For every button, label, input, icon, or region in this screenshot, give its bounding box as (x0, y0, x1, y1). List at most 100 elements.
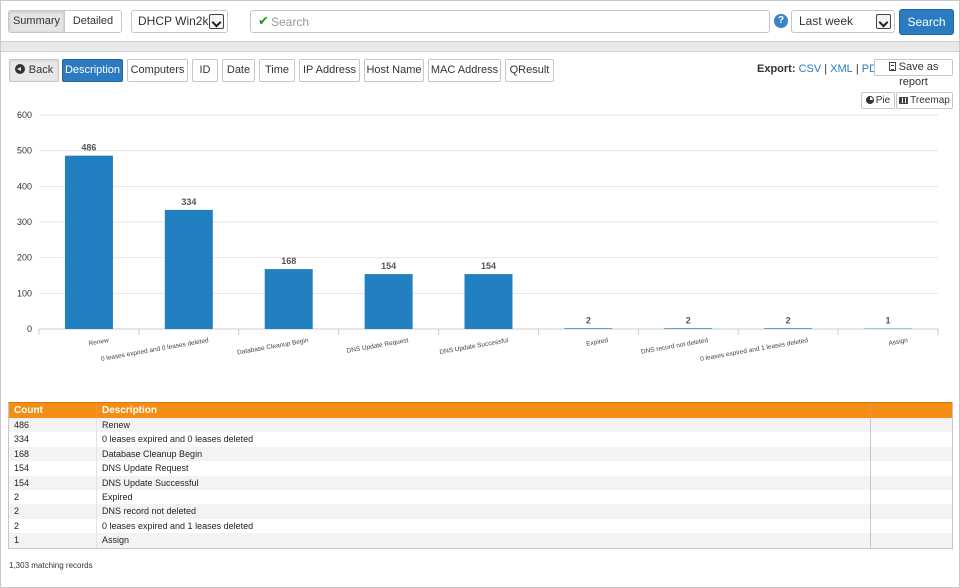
tab-time[interactable]: Time (259, 59, 295, 82)
y-tick-label: 200 (17, 253, 32, 263)
data-label: 2 (686, 315, 691, 325)
table-row[interactable]: 1 Assign (9, 533, 952, 548)
bar (564, 328, 613, 329)
cell-count: 486 (14, 420, 30, 430)
bar (264, 269, 313, 329)
x-tick-label: DNS record not deleted (641, 337, 709, 356)
detailed-button[interactable]: Detailed (64, 10, 122, 33)
table-row[interactable]: 2 Expired (9, 489, 952, 505)
bar (464, 274, 513, 329)
y-tick-label: 300 (17, 217, 32, 227)
cell-description: Assign (96, 533, 870, 548)
treemap-icon (899, 97, 909, 104)
divider-strip (1, 42, 959, 52)
cell-description: Expired (96, 489, 870, 505)
cell-description: DNS record not deleted (96, 504, 870, 519)
treemap-view-button[interactable]: Treemap (896, 92, 953, 109)
x-tick-label: Assign (888, 337, 909, 347)
column-divider (870, 418, 871, 548)
y-tick-label: 100 (17, 288, 32, 298)
bar (664, 328, 713, 329)
cell-count: 154 (14, 477, 30, 488)
x-tick-label: DNS Update Successful (439, 337, 509, 356)
help-icon[interactable]: ? (774, 14, 788, 28)
chevron-down-icon[interactable] (876, 14, 891, 29)
back-button-label: Back (28, 64, 54, 76)
y-tick-label: 400 (17, 181, 32, 191)
chevron-down-icon[interactable] (209, 14, 224, 29)
data-label: 154 (381, 261, 396, 271)
tab-host-name[interactable]: Host Name (364, 59, 424, 82)
tab-ip-address[interactable]: IP Address (299, 59, 360, 82)
pie-view-label: Pie (875, 95, 891, 106)
x-tick-label: Expired (586, 337, 609, 348)
table-row[interactable]: 2 DNS record not deleted (9, 504, 952, 519)
export-label: Export: (757, 63, 796, 75)
bar-chart: 0 100 200 300 400 500 600 486 Renew 334 0 leases e… (17, 110, 939, 363)
source-select[interactable]: DHCP Win2k8 (131, 10, 228, 33)
search-box[interactable]: ✔ (250, 10, 770, 33)
table-row[interactable]: 154 DNS Update Request (9, 461, 952, 476)
cell-count: 334 (14, 434, 30, 445)
cell-description: Database Cleanup Begin (96, 446, 870, 462)
data-label: 2 (786, 315, 791, 325)
table-row[interactable]: 334 0 leases expired and 0 leases deleted (9, 432, 952, 447)
cell-description: DNS Update Successful (96, 475, 870, 490)
date-range-select[interactable]: Last week (791, 10, 895, 33)
tab-mac-address[interactable]: MAC Address (428, 59, 501, 82)
cell-count: 154 (14, 463, 30, 474)
cell-count: 2 (14, 491, 20, 502)
table-row[interactable]: 154 DNS Update Successful (9, 475, 952, 490)
header-description[interactable]: Description (96, 403, 870, 419)
data-label: 154 (481, 261, 496, 271)
pie-chart-icon (865, 96, 874, 104)
tab-description[interactable]: Description (62, 59, 123, 82)
header-count[interactable]: Count (14, 405, 43, 416)
table-row[interactable]: 2 0 leases expired and 1 leases deleted (9, 518, 952, 534)
record-count: 1,303 matching records (9, 561, 93, 570)
y-tick-label: 600 (17, 110, 32, 120)
tab-id[interactable]: ID (192, 59, 218, 82)
bar (164, 209, 213, 329)
cell-description: DNS Update Request (96, 461, 870, 476)
cell-description: 0 leases expired and 0 leases deleted (96, 432, 870, 447)
y-tick-label: 500 (17, 146, 32, 156)
bar (764, 328, 813, 329)
pie-view-button[interactable]: Pie (861, 92, 895, 109)
results-table: Count Description 486 Renew 334 0 leases ex… (8, 402, 953, 549)
export-xml-link[interactable]: XML (830, 63, 853, 75)
tab-date[interactable]: Date (222, 59, 255, 82)
cell-count: 168 (14, 448, 30, 459)
tab-qresult[interactable]: QResult (505, 59, 554, 82)
header-extra (870, 403, 954, 419)
cell-description: 0 leases expired and 1 leases deleted (96, 518, 870, 534)
x-tick-label: 0 leases expired and 0 leases deleted (100, 337, 209, 363)
back-arrow-icon (14, 64, 25, 74)
export-separator: | (824, 63, 828, 75)
export-csv-link[interactable]: CSV (798, 63, 822, 75)
check-icon: ✔ (258, 13, 269, 28)
table-header: Count Description (9, 402, 954, 419)
search-input[interactable] (271, 12, 761, 31)
table-row[interactable]: 486 Renew (9, 418, 952, 433)
document-icon (888, 62, 896, 71)
source-select-value: DHCP Win2k8 (138, 14, 216, 28)
tab-computers[interactable]: Computers (127, 59, 188, 82)
data-label: 486 (81, 143, 96, 153)
export-links: Export: CSV | XML | PDF (757, 63, 884, 75)
summary-button[interactable]: Summary (8, 10, 65, 33)
data-label: 1 (886, 316, 891, 326)
export-separator: | (855, 63, 859, 75)
save-as-report-label: Save as report (898, 61, 939, 88)
x-tick-label: Renew (88, 337, 109, 347)
save-as-report-button[interactable]: Save as report (874, 59, 953, 88)
treemap-view-label: Treemap (910, 95, 950, 106)
search-button[interactable]: Search (899, 9, 954, 35)
table-row[interactable]: 168 Database Cleanup Begin (9, 446, 952, 462)
date-range-value: Last week (799, 14, 854, 28)
x-tick-label: Database Cleanup Begin (237, 337, 310, 357)
back-button[interactable]: Back (9, 59, 59, 82)
cell-count: 1 (14, 535, 20, 546)
table-body: 486 Renew 334 0 leases expired and 0 leases… (9, 418, 952, 548)
